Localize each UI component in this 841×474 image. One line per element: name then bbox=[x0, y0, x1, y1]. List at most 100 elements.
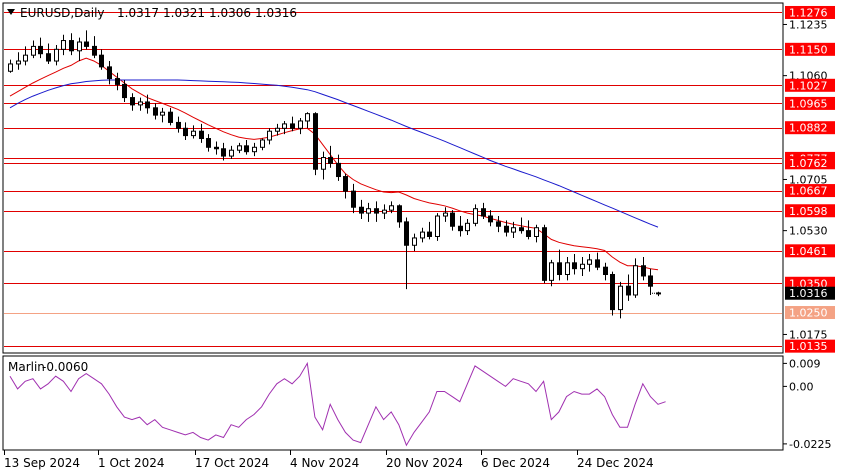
level-label-box bbox=[785, 78, 835, 92]
candle-body bbox=[526, 230, 531, 237]
candle-body bbox=[427, 231, 432, 237]
candle-body bbox=[450, 212, 455, 227]
candle-body bbox=[336, 162, 341, 178]
candle-body bbox=[321, 157, 326, 170]
candle-body bbox=[31, 45, 36, 56]
level-label-box bbox=[785, 339, 835, 353]
price-tick-label: 1.0705 bbox=[789, 173, 828, 186]
candle-body bbox=[633, 265, 638, 296]
candle-body bbox=[572, 262, 577, 270]
level-label-box bbox=[785, 204, 835, 218]
level-label: 1.0250 bbox=[789, 307, 828, 320]
candle-body bbox=[603, 266, 608, 276]
candle-body bbox=[458, 225, 463, 232]
candle-body bbox=[534, 227, 539, 237]
price-tick-label: 1.0175 bbox=[789, 328, 828, 341]
candle-body bbox=[46, 53, 51, 62]
candle-body bbox=[343, 176, 348, 192]
candle-body bbox=[8, 63, 13, 72]
candle-body bbox=[305, 113, 310, 122]
candle-body bbox=[183, 127, 188, 137]
candle-body bbox=[557, 262, 562, 276]
candle-body bbox=[328, 157, 333, 164]
candle-body bbox=[435, 215, 440, 237]
candle-body bbox=[282, 123, 287, 129]
candle-body bbox=[191, 130, 196, 137]
candle-body bbox=[61, 40, 66, 50]
level-label: 1.0667 bbox=[789, 185, 828, 198]
level-label-box bbox=[785, 42, 835, 56]
indicator-name: Marlin bbox=[8, 360, 45, 374]
candle-body bbox=[229, 149, 234, 157]
candle-body bbox=[69, 40, 74, 52]
candle-body bbox=[221, 148, 226, 157]
candle-body bbox=[481, 208, 486, 217]
level-label-box bbox=[785, 5, 835, 19]
marlin-line bbox=[9, 361, 666, 447]
candle-body bbox=[107, 66, 112, 80]
indicator-tick-label: 0.009 bbox=[789, 357, 821, 370]
open-value: 1.0317 bbox=[117, 6, 159, 20]
candle-body bbox=[420, 231, 425, 239]
candle-body bbox=[290, 123, 295, 129]
candle-body bbox=[130, 97, 135, 106]
price-tick-label: 1.0530 bbox=[789, 225, 828, 238]
candle-body bbox=[351, 190, 356, 208]
symbol-label: EURUSD,Daily bbox=[20, 6, 105, 20]
level-label: 1.1027 bbox=[789, 79, 828, 92]
level-label-box bbox=[785, 96, 835, 110]
level-label-box bbox=[785, 156, 835, 170]
candle-body bbox=[160, 111, 165, 116]
indicator-value: -0.0060 bbox=[42, 360, 88, 374]
collapse-triangle-icon[interactable] bbox=[7, 9, 15, 15]
low-value: 1.0306 bbox=[209, 6, 251, 20]
level-label: 1.1150 bbox=[789, 43, 828, 56]
candle-body bbox=[473, 208, 478, 224]
date-tick-label: 17 Oct 2024 bbox=[195, 456, 269, 470]
candle-body bbox=[542, 227, 547, 281]
level-label: 1.0461 bbox=[789, 245, 828, 258]
level-label: 1.0882 bbox=[789, 122, 828, 135]
candle-body bbox=[610, 274, 615, 311]
candle-body bbox=[84, 41, 89, 47]
price-tick-label: 1.1235 bbox=[789, 18, 828, 31]
level-label: 1.0598 bbox=[789, 205, 828, 218]
level-label: 1.0762 bbox=[789, 157, 828, 170]
level-label-box bbox=[785, 121, 835, 135]
candle-body bbox=[443, 212, 448, 217]
candle-body bbox=[580, 263, 585, 270]
date-tick-label: 13 Sep 2024 bbox=[4, 456, 80, 470]
date-tick-label: 24 Dec 2024 bbox=[577, 456, 654, 470]
level-label: 1.0965 bbox=[789, 97, 828, 110]
candle-body bbox=[595, 259, 600, 268]
candle-body bbox=[122, 83, 127, 99]
candle-body bbox=[77, 41, 82, 52]
candle-body bbox=[382, 209, 387, 214]
date-tick-label: 4 Nov 2024 bbox=[290, 456, 359, 470]
candle-body bbox=[366, 208, 371, 214]
candle-body bbox=[138, 101, 143, 106]
candle-body bbox=[38, 45, 43, 55]
current-price-box bbox=[785, 286, 835, 300]
date-tick-label: 1 Oct 2024 bbox=[98, 456, 165, 470]
candle-body bbox=[511, 227, 516, 233]
candle-body bbox=[115, 78, 120, 85]
candle-body bbox=[397, 205, 402, 223]
candle-body bbox=[587, 259, 592, 265]
indicator-tick-label: 0.00 bbox=[789, 380, 814, 393]
candle-body bbox=[199, 130, 204, 140]
date-tick-label: 6 Dec 2024 bbox=[481, 456, 550, 470]
candle-body bbox=[237, 145, 242, 151]
candle-body bbox=[275, 127, 280, 132]
candle-body bbox=[206, 138, 211, 148]
candle-body bbox=[16, 60, 21, 65]
candle-body bbox=[252, 146, 257, 153]
candle-body bbox=[54, 48, 59, 62]
level-label-box bbox=[785, 276, 835, 290]
candle-body bbox=[99, 54, 104, 68]
candle-body bbox=[404, 221, 409, 246]
candle-body bbox=[504, 225, 509, 233]
candle-body bbox=[465, 222, 470, 232]
